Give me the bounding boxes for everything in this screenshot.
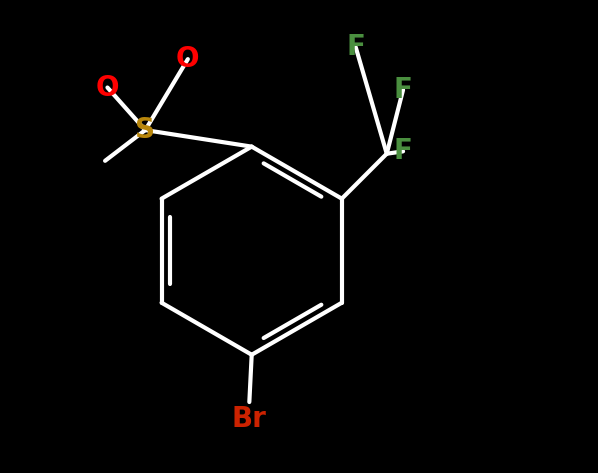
- Text: S: S: [135, 116, 155, 144]
- Text: Br: Br: [232, 404, 267, 433]
- Text: F: F: [346, 33, 365, 61]
- Text: F: F: [393, 76, 413, 104]
- Text: F: F: [393, 137, 413, 166]
- Text: O: O: [96, 73, 119, 102]
- Text: O: O: [176, 45, 200, 73]
